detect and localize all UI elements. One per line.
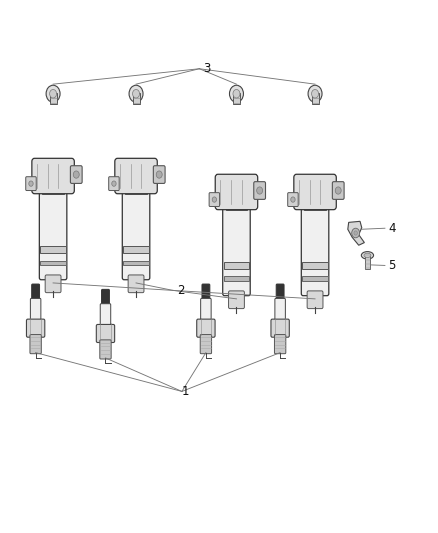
Circle shape <box>335 187 341 194</box>
FancyBboxPatch shape <box>30 298 41 321</box>
FancyBboxPatch shape <box>223 188 250 296</box>
Polygon shape <box>348 221 364 245</box>
FancyBboxPatch shape <box>288 192 298 206</box>
Circle shape <box>29 181 33 186</box>
Circle shape <box>233 90 240 98</box>
Bar <box>365 254 370 269</box>
FancyBboxPatch shape <box>229 291 244 309</box>
Circle shape <box>46 85 60 102</box>
Circle shape <box>133 90 140 98</box>
Circle shape <box>49 90 57 98</box>
FancyBboxPatch shape <box>201 298 211 321</box>
FancyBboxPatch shape <box>271 319 289 337</box>
Bar <box>223 262 249 269</box>
Circle shape <box>112 181 116 186</box>
FancyBboxPatch shape <box>71 166 82 183</box>
Ellipse shape <box>364 253 371 257</box>
FancyBboxPatch shape <box>100 304 111 326</box>
Bar <box>233 93 240 104</box>
FancyBboxPatch shape <box>276 284 284 302</box>
FancyBboxPatch shape <box>128 275 144 293</box>
FancyBboxPatch shape <box>275 298 286 321</box>
Circle shape <box>352 228 360 238</box>
Circle shape <box>156 171 162 178</box>
Bar <box>311 93 318 104</box>
Text: 5: 5 <box>389 259 396 272</box>
FancyBboxPatch shape <box>30 335 41 354</box>
FancyBboxPatch shape <box>100 340 111 359</box>
Bar <box>304 204 326 209</box>
Bar <box>302 262 328 269</box>
Ellipse shape <box>361 252 374 259</box>
FancyBboxPatch shape <box>254 182 265 199</box>
Circle shape <box>129 85 143 102</box>
FancyBboxPatch shape <box>32 158 74 193</box>
FancyBboxPatch shape <box>197 319 215 337</box>
FancyBboxPatch shape <box>294 174 336 209</box>
FancyBboxPatch shape <box>153 166 165 183</box>
Bar <box>223 277 249 281</box>
Text: 3: 3 <box>203 62 210 75</box>
Text: 1: 1 <box>182 385 189 398</box>
Circle shape <box>311 90 318 98</box>
FancyBboxPatch shape <box>215 174 258 209</box>
Bar <box>42 188 64 193</box>
Bar <box>133 93 140 104</box>
Circle shape <box>291 197 295 202</box>
Bar <box>226 204 247 209</box>
Circle shape <box>230 85 244 102</box>
Bar <box>40 261 66 265</box>
FancyBboxPatch shape <box>332 182 344 199</box>
Bar <box>123 261 149 265</box>
Bar <box>40 246 66 253</box>
Circle shape <box>73 171 79 178</box>
FancyBboxPatch shape <box>275 335 286 354</box>
Bar <box>302 277 328 281</box>
FancyBboxPatch shape <box>115 158 157 193</box>
Circle shape <box>212 197 216 202</box>
FancyBboxPatch shape <box>26 319 45 337</box>
Circle shape <box>308 85 322 102</box>
Circle shape <box>354 231 357 235</box>
FancyBboxPatch shape <box>122 172 150 280</box>
FancyBboxPatch shape <box>102 289 110 308</box>
FancyBboxPatch shape <box>200 335 212 354</box>
FancyBboxPatch shape <box>45 275 61 293</box>
FancyBboxPatch shape <box>39 172 67 280</box>
Circle shape <box>257 187 263 194</box>
Text: 2: 2 <box>177 284 184 297</box>
FancyBboxPatch shape <box>301 188 329 296</box>
FancyBboxPatch shape <box>96 325 115 343</box>
Text: 4: 4 <box>389 222 396 235</box>
FancyBboxPatch shape <box>32 284 39 302</box>
FancyBboxPatch shape <box>26 177 36 190</box>
FancyBboxPatch shape <box>202 284 210 302</box>
FancyBboxPatch shape <box>109 177 119 190</box>
Bar <box>49 93 57 104</box>
Bar <box>125 188 147 193</box>
Bar <box>123 246 149 253</box>
FancyBboxPatch shape <box>209 192 219 206</box>
FancyBboxPatch shape <box>307 291 323 309</box>
